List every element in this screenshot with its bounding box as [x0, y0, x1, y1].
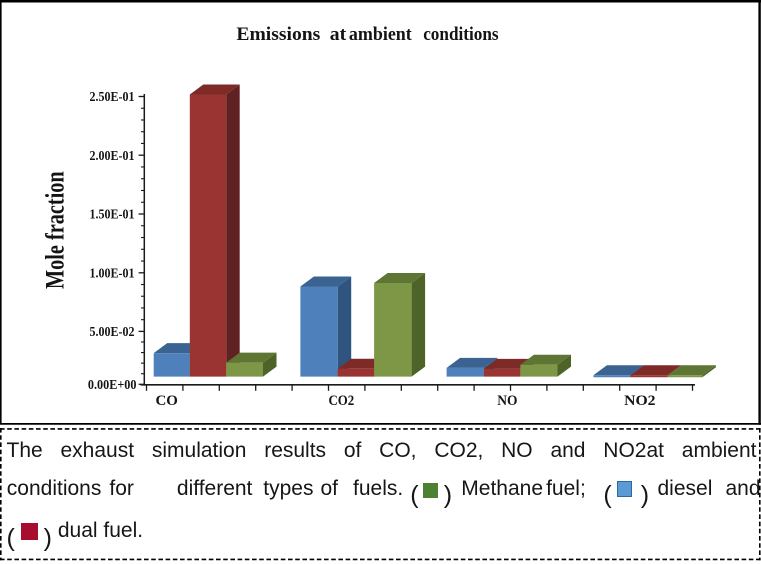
- svg-text:2.00E-01: 2.00E-01: [90, 149, 135, 164]
- svg-text:2.50E-01: 2.50E-01: [90, 90, 135, 105]
- svg-text:NO2: NO2: [624, 393, 655, 409]
- svg-text:5.00E-02: 5.00E-02: [90, 325, 135, 340]
- svg-text:Mole fraction: Mole fraction: [40, 171, 69, 289]
- svg-text:1.50E-01: 1.50E-01: [90, 208, 135, 223]
- svg-text:at: at: [330, 24, 347, 45]
- svg-text:conditions: conditions: [423, 24, 498, 45]
- svg-text:ambient: ambient: [349, 24, 413, 45]
- svg-text:1.00E-01: 1.00E-01: [90, 266, 135, 281]
- svg-text:Emissions: Emissions: [236, 24, 320, 45]
- svg-text:NO: NO: [497, 393, 517, 409]
- svg-text:CO2: CO2: [328, 393, 354, 409]
- svg-text:0.00E+00: 0.00E+00: [88, 378, 137, 393]
- svg-text:CO: CO: [156, 393, 178, 409]
